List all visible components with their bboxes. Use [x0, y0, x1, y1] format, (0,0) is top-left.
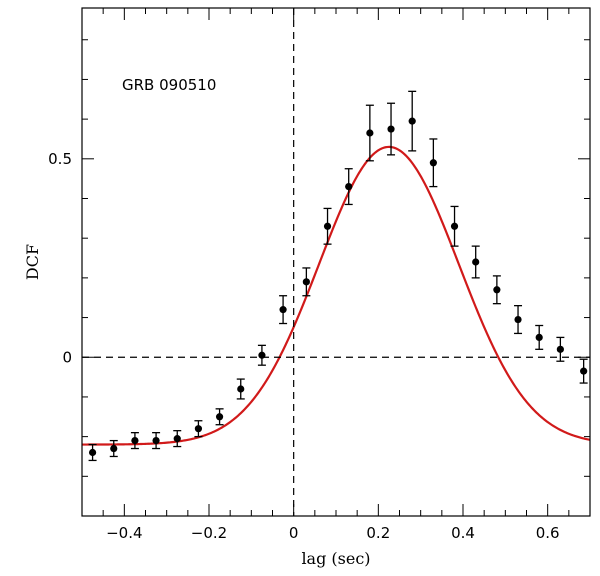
- data-marker: [556, 345, 564, 353]
- x-tick-label: 0.2: [366, 524, 390, 542]
- data-marker: [302, 278, 310, 286]
- data-point: [535, 324, 544, 350]
- reference-lines-layer: [82, 8, 590, 516]
- data-marker: [88, 448, 97, 457]
- data-point: [215, 408, 224, 426]
- data-point: [302, 267, 311, 297]
- data-marker: [215, 413, 224, 421]
- data-point: [365, 104, 374, 162]
- data-marker: [493, 286, 501, 294]
- data-marker: [387, 125, 395, 133]
- data-marker: [514, 315, 522, 324]
- data-marker: [131, 436, 139, 445]
- data-marker: [279, 306, 287, 314]
- data-point: [173, 430, 182, 448]
- y-axis-label: DCF: [23, 244, 42, 280]
- data-point: [344, 168, 353, 206]
- data-marker: [345, 182, 353, 191]
- data-marker: [450, 222, 459, 230]
- x-tick-label: 0.4: [451, 524, 475, 542]
- data-point: [130, 432, 139, 450]
- data-point: [279, 295, 288, 325]
- data-marker: [535, 333, 543, 342]
- x-tick-label: −0.2: [191, 524, 227, 542]
- data-marker: [194, 425, 203, 433]
- data-marker: [366, 129, 374, 137]
- x-axis-label: lag (sec): [301, 549, 370, 568]
- data-point: [408, 90, 417, 152]
- data-point: [579, 358, 588, 384]
- x-tick-label: 0.6: [536, 524, 560, 542]
- data-marker: [152, 436, 160, 445]
- plot-frame: [81, 7, 591, 517]
- data-point: [236, 378, 245, 400]
- x-tick-label: −0.4: [106, 524, 142, 542]
- data-point: [152, 432, 161, 450]
- x-tick-label: 0: [289, 524, 299, 542]
- data-marker: [323, 222, 332, 230]
- data-point: [257, 344, 266, 366]
- data-point: [471, 245, 480, 279]
- data-marker: [237, 385, 245, 393]
- data-point: [387, 102, 396, 156]
- chart-annotation: GRB 090510: [122, 76, 216, 94]
- data-marker: [472, 258, 480, 266]
- fit-curve: [82, 145, 591, 446]
- data-marker: [429, 159, 437, 167]
- data-point: [514, 305, 523, 335]
- fit-curve-layer: [82, 145, 591, 446]
- data-point: [492, 275, 501, 305]
- data-point: [109, 439, 118, 458]
- data-marker: [408, 117, 416, 125]
- tick-labels-layer: −0.4 −0.2 0 0.2 0.4 0.6 0 0.5: [48, 150, 559, 542]
- y-tick-label: 0.5: [48, 150, 72, 168]
- data-points-layer: [88, 90, 588, 462]
- data-marker: [173, 435, 181, 443]
- data-point: [429, 138, 438, 188]
- data-point: [323, 207, 332, 245]
- data-point: [450, 205, 459, 247]
- ticks-layer: [81, 8, 591, 517]
- data-marker: [580, 367, 588, 375]
- data-marker: [110, 444, 118, 453]
- data-point: [194, 420, 203, 438]
- y-tick-label: 0: [62, 348, 72, 366]
- data-point: [556, 336, 565, 362]
- data-point: [88, 443, 97, 462]
